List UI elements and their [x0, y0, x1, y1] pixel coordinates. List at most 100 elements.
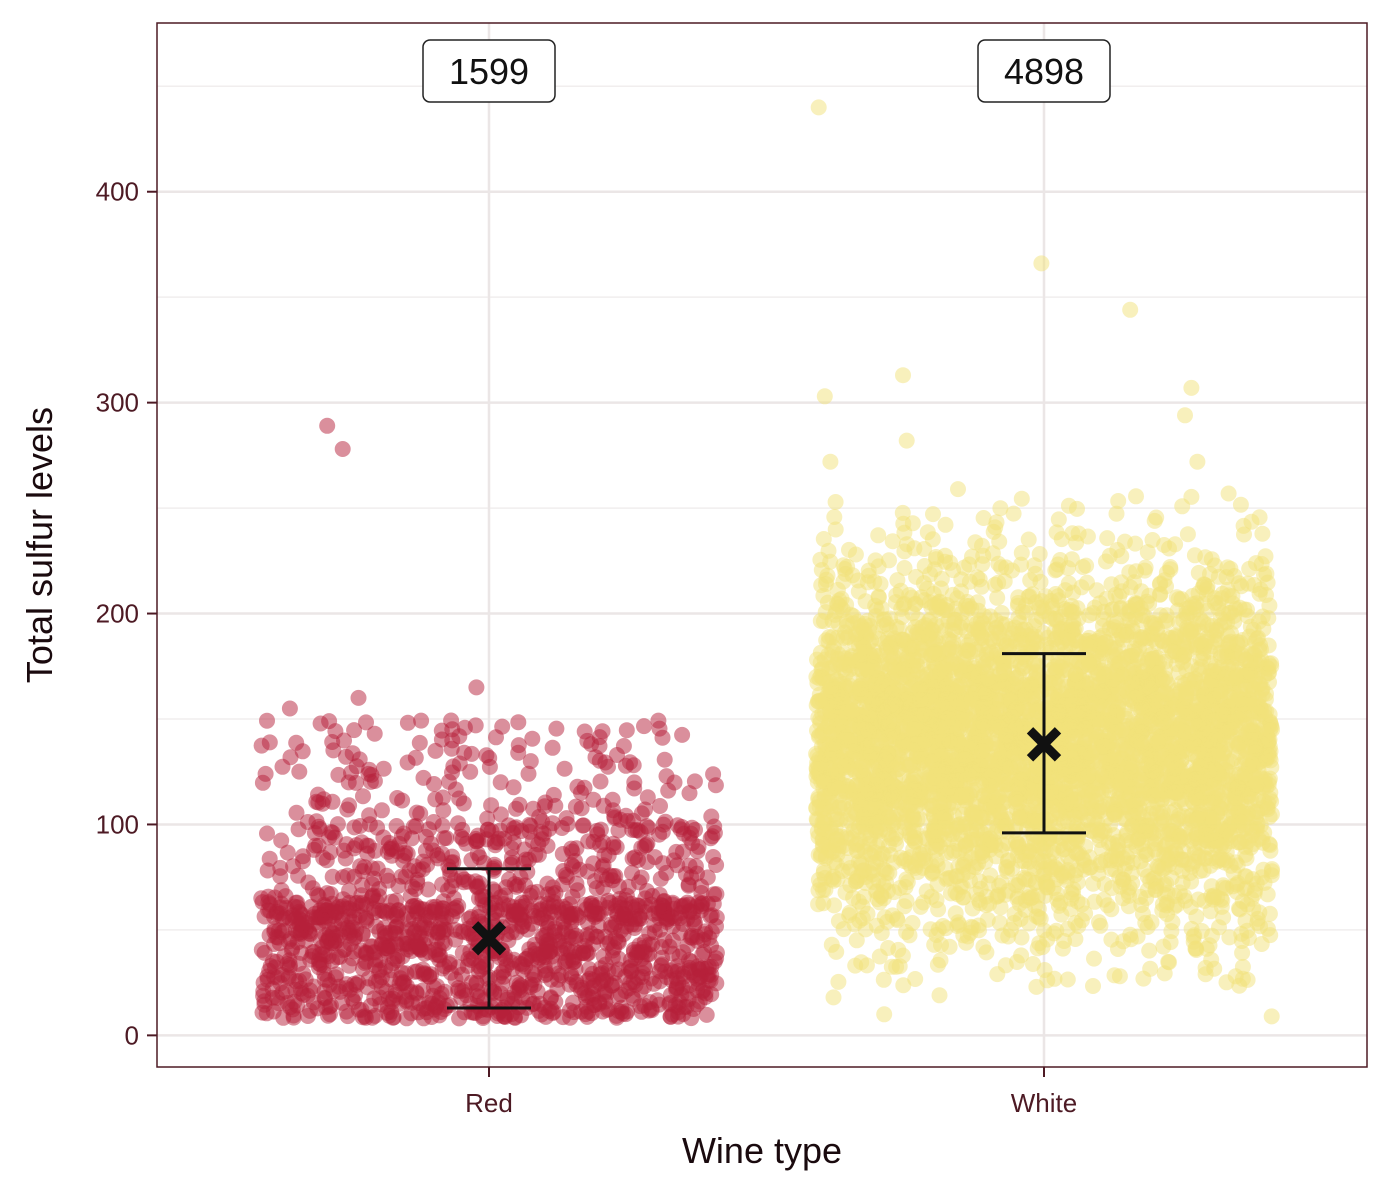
- red-point: [592, 773, 609, 790]
- red-point: [415, 769, 432, 786]
- red-point: [312, 715, 329, 732]
- red-point: [341, 797, 358, 814]
- red-point: [358, 837, 375, 854]
- red-point: [396, 847, 413, 864]
- red-point: [354, 925, 371, 942]
- red-point: [418, 828, 434, 845]
- white-point: [955, 889, 972, 906]
- red-point: [408, 985, 425, 1002]
- red-point: [364, 888, 381, 905]
- white-point: [896, 560, 913, 576]
- red-point: [508, 878, 525, 895]
- red-point: [334, 994, 351, 1011]
- red-point: [361, 807, 378, 824]
- red-point: [492, 889, 509, 906]
- red-point: [281, 700, 298, 717]
- red-point: [389, 952, 406, 969]
- red-point: [604, 791, 621, 808]
- red-point: [594, 723, 611, 740]
- red-point: [653, 939, 670, 955]
- red-point: [650, 899, 667, 916]
- red-point: [527, 941, 544, 958]
- red-point: [668, 982, 685, 998]
- red-point: [632, 824, 649, 841]
- red-point: [402, 888, 419, 905]
- red-point: [378, 867, 395, 884]
- red-point: [471, 849, 488, 866]
- red-point: [435, 789, 451, 806]
- white-point: [841, 907, 858, 924]
- red-point: [448, 899, 464, 916]
- red-point: [588, 928, 605, 945]
- red-point: [259, 862, 276, 879]
- white-point: [979, 911, 996, 928]
- white-point: [1132, 888, 1149, 905]
- red-point: [375, 760, 392, 777]
- red-point: [272, 905, 289, 922]
- red-point: [654, 729, 671, 746]
- red-point: [610, 822, 627, 839]
- white-point: [858, 957, 875, 974]
- red-point: [706, 953, 723, 970]
- red-point: [653, 956, 670, 973]
- red-point: [706, 886, 722, 903]
- red-point: [399, 714, 416, 731]
- red-point: [520, 765, 537, 782]
- red-point: [664, 918, 681, 935]
- red-point: [636, 718, 652, 735]
- red-point: [681, 785, 698, 802]
- white-point: [881, 552, 897, 569]
- red-point: [338, 748, 354, 765]
- red-point: [577, 942, 594, 959]
- red-point: [558, 869, 575, 886]
- red-point: [355, 788, 371, 805]
- white-point: [1179, 526, 1196, 543]
- red-point: [315, 957, 332, 974]
- red-point: [451, 728, 468, 745]
- red-point: [293, 944, 310, 961]
- red-point: [594, 973, 611, 989]
- red-point: [604, 949, 621, 966]
- red-point: [325, 742, 342, 759]
- red-point: [592, 821, 609, 838]
- white-point: [1073, 912, 1090, 929]
- white-point: [830, 973, 847, 990]
- white-point: [925, 506, 941, 523]
- red-point: [454, 821, 471, 838]
- red-point: [646, 924, 663, 941]
- red-point: [270, 995, 287, 1012]
- red-point: [610, 1003, 627, 1019]
- red-point: [544, 879, 561, 896]
- red-point: [388, 818, 405, 834]
- red-point: [274, 758, 291, 775]
- white-point: [897, 879, 914, 896]
- red-point: [548, 720, 565, 737]
- red-point: [280, 968, 297, 984]
- red-point: [606, 965, 623, 982]
- red-point: [654, 823, 671, 840]
- white-point: [928, 892, 945, 909]
- red-point: [410, 1004, 427, 1021]
- red-point: [524, 884, 541, 901]
- white-point: [826, 509, 843, 525]
- red-point: [574, 817, 591, 834]
- red-point: [376, 925, 393, 942]
- red-point: [455, 874, 472, 891]
- red-point: [608, 839, 625, 856]
- red-point: [291, 763, 308, 780]
- white-point: [1141, 942, 1158, 959]
- white-point: [1183, 873, 1200, 890]
- red-point: [346, 819, 363, 836]
- red-point: [699, 869, 716, 886]
- red-point: [259, 825, 275, 842]
- red-point: [434, 817, 451, 834]
- red-point: [544, 739, 561, 756]
- red-point: [652, 870, 669, 887]
- white-point: [1183, 488, 1200, 505]
- red-point: [438, 830, 455, 847]
- red-point: [625, 812, 642, 829]
- red-point: [689, 970, 706, 987]
- red-point: [412, 915, 428, 932]
- red-point: [366, 904, 383, 921]
